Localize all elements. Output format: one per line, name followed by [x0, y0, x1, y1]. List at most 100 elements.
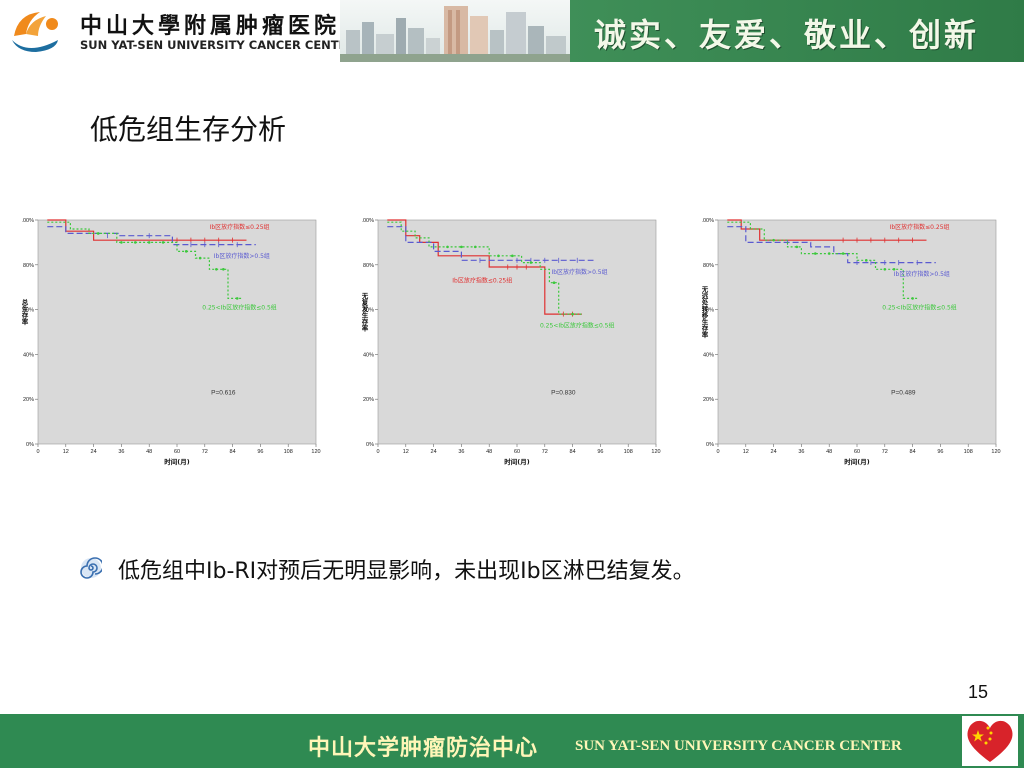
x-tick-label: 120: [651, 449, 660, 455]
series-line-0: [387, 219, 582, 315]
x-tick-label: 120: [991, 449, 1000, 455]
censor-mark: [474, 245, 477, 249]
series-line-0: [47, 219, 247, 241]
x-tick-label: 0: [716, 449, 719, 455]
series-label: Ⅰb区放疗指数>0.5组: [894, 270, 950, 278]
censor-mark: [497, 254, 500, 258]
x-tick-label: 120: [311, 449, 320, 455]
series-label: 0.25<Ⅰb区放疗指数≤0.5组: [540, 322, 615, 330]
y-tick-label: 80%: [363, 263, 374, 269]
logo-area: 中山大學附属肿瘤医院 SUN YAT-SEN UNIVERSITY CANCER…: [0, 0, 355, 62]
x-tick-label: 0: [36, 449, 39, 455]
x-tick-label: 72: [882, 449, 888, 455]
page-number: 15: [968, 682, 989, 702]
x-tick-label: 12: [403, 449, 409, 455]
y-tick-label: 40%: [363, 352, 374, 358]
y-tick-label: 80%: [703, 263, 714, 269]
x-tick-label: 84: [230, 449, 236, 455]
censor-mark: [120, 241, 123, 244]
censor-mark: [161, 241, 165, 244]
censor-mark: [215, 267, 218, 271]
y-tick-label: 0%: [366, 442, 374, 448]
y-tick-label: 100%: [362, 218, 374, 224]
censor-mark: [134, 241, 137, 244]
y-tick-label: 60%: [363, 308, 374, 314]
censor-mark: [198, 256, 202, 260]
censor-mark: [892, 267, 896, 271]
x-tick-label: 60: [514, 449, 520, 455]
censor-mark: [827, 252, 831, 255]
x-tick-label: 72: [542, 449, 548, 455]
x-tick-label: 108: [624, 449, 633, 455]
x-tick-label: 96: [937, 449, 943, 455]
censor-mark: [235, 297, 239, 300]
x-tick-label: 0: [376, 449, 379, 455]
y-axis-label: 无复发生存率: [362, 292, 369, 333]
x-tick-label: 48: [146, 449, 152, 455]
x-tick-label: 108: [284, 449, 293, 455]
censor-mark: [511, 254, 514, 258]
x-tick-label: 96: [597, 449, 603, 455]
x-tick-label: 36: [458, 449, 464, 455]
survival-chart-metastasis-free: 0% 20% 40% 60% 80% 100% 0 12 24 36 48 60 72 84 96 108 12…: [702, 218, 1001, 466]
censor-mark: [529, 261, 533, 264]
series-label: Ⅰb区放疗指数≤0.25组: [452, 277, 512, 285]
x-tick-label: 48: [826, 449, 832, 455]
heart-flag-icon: [962, 716, 1018, 766]
x-tick-label: 60: [854, 449, 860, 455]
y-tick-label: 0%: [706, 442, 714, 448]
censor-mark: [795, 245, 799, 249]
motto-text: 诚实、友爱、敬业、创新: [594, 16, 980, 54]
y-axis-label: 无远处转移生存率: [702, 286, 709, 340]
censor-mark: [841, 252, 845, 255]
p-value-label: P=0.830: [551, 390, 576, 397]
x-tick-label: 24: [771, 449, 777, 455]
censor-mark: [460, 245, 463, 249]
hospital-name-cn: 中山大學附属肿瘤医院: [80, 13, 341, 39]
x-tick-label: 36: [798, 449, 804, 455]
bullet-conclusion: 低危组中Ⅰb-RI对预后无明显影响，未出现Ⅰb区淋巴结复发。: [118, 559, 695, 584]
plot-area: [37, 219, 317, 445]
censor-mark: [552, 281, 556, 285]
series-label: Ⅰb区放疗指数>0.5组: [551, 268, 607, 276]
p-value-label: P=0.616: [211, 390, 236, 397]
x-tick-label: 24: [91, 449, 97, 455]
series-line-1: [387, 226, 594, 261]
censor-mark: [184, 250, 188, 253]
y-axis-label: 总生存率: [22, 298, 28, 327]
footer-name-en: SUN YAT-SEN UNIVERSITY CANCER CENTER: [575, 738, 902, 754]
x-tick-label: 36: [118, 449, 124, 455]
series-line-1: [47, 226, 256, 246]
censor-mark: [864, 259, 868, 262]
x-tick-label: 12: [743, 449, 749, 455]
hospital-logo-icon: [12, 12, 58, 52]
motto-banner: 诚实、友爱、敬业、创新: [570, 0, 1024, 62]
censor-mark: [147, 241, 151, 244]
x-axis-label: 时间(月): [164, 457, 189, 466]
series-line-2: [727, 221, 918, 299]
x-tick-label: 84: [570, 449, 576, 455]
series-label: Ⅰb区放疗指数≤0.25组: [890, 223, 950, 231]
censor-mark: [814, 252, 817, 255]
series-line-2: [387, 221, 582, 315]
y-tick-label: 40%: [23, 352, 34, 358]
y-tick-label: 60%: [703, 308, 714, 314]
y-tick-label: 60%: [23, 308, 34, 314]
x-tick-label: 48: [486, 449, 492, 455]
censor-mark: [571, 312, 574, 316]
p-value-label: P=0.489: [891, 390, 916, 397]
slide-title: 低危组生存分析: [90, 113, 287, 146]
slide-header: 中山大學附属肿瘤医院 SUN YAT-SEN UNIVERSITY CANCER…: [0, 0, 1024, 62]
spiral-bullet-icon: [80, 557, 102, 579]
city-skyline-image: [340, 0, 570, 62]
x-tick-label: 60: [174, 449, 180, 455]
series-label: 0.25<Ⅰb区放疗指数≤0.5组: [882, 304, 957, 312]
censor-mark: [911, 297, 914, 300]
x-tick-label: 24: [431, 449, 437, 455]
footer-name-cn: 中山大学肿瘤防治中心: [308, 735, 539, 761]
slide-footer: 中山大学肿瘤防治中心 SUN YAT-SEN UNIVERSITY CANCER…: [0, 714, 1024, 768]
y-tick-label: 20%: [23, 397, 34, 403]
series-label: 0.25<Ⅰb区放疗指数≤0.5组: [202, 304, 277, 312]
censor-mark: [96, 232, 100, 235]
series-label: Ⅰb区放疗指数≤0.25组: [210, 223, 270, 231]
